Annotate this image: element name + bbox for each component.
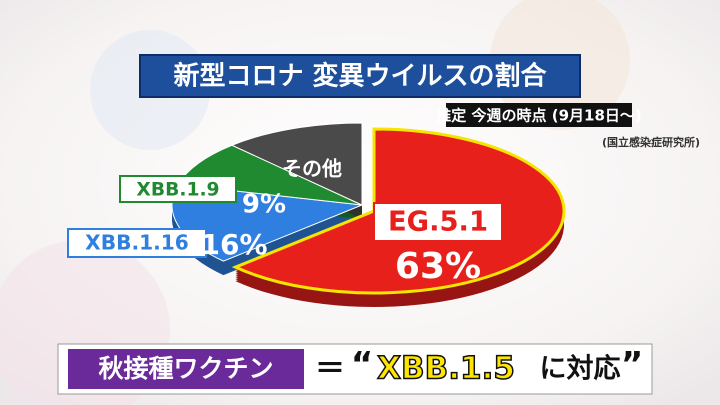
footer-equals: ＝ [315,352,345,387]
category-label: XBB.1.16 [85,231,189,255]
chart-title: 新型コロナ 変異ウイルスの割合 [173,61,547,92]
category-label: その他 [282,157,342,181]
value-label: 9% [242,190,286,220]
footer-quote-open: “ [351,345,373,385]
category-label-box [119,175,237,203]
slice-labels: EG.5.1 63% XBB.1.16 16% XBB.1.9 9% その他 [67,157,503,287]
footer-text: に対応 [540,353,621,385]
source: (国立感染症研究所) [602,135,700,149]
subtitle-box [446,103,632,127]
footer-label-box [68,349,304,389]
category-label: EG.5.1 [388,207,488,238]
subtitle: 推定 今週の時点 (9月18日～) [436,107,641,125]
category-label-box [373,202,503,242]
value-label: 63% [395,246,481,287]
title-box [139,54,581,98]
category-label-box [67,228,207,258]
footer-variant: XBB.1.5 [377,351,515,387]
footer-label: 秋接種ワクチン [98,354,273,383]
footer-quote-close: ” [621,345,643,385]
value-label: 16% [200,228,267,261]
category-label: XBB.1.9 [136,180,219,201]
slice [230,122,363,206]
